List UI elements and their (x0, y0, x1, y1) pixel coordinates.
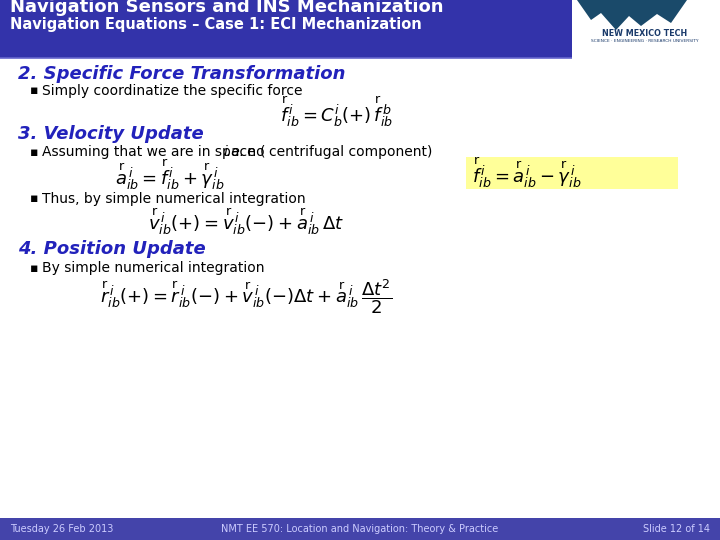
Text: ▪: ▪ (30, 145, 38, 159)
Text: Slide 12 of 14: Slide 12 of 14 (643, 524, 710, 534)
Text: Navigation Sensors and INS Mechanization: Navigation Sensors and INS Mechanization (10, 0, 444, 16)
Text: $\overset{\mathsf{r}}{v}^{\,i}_{ib}(+) = \overset{\mathsf{r}}{v}^{\,i}_{ib}(-) +: $\overset{\mathsf{r}}{v}^{\,i}_{ib}(+) =… (148, 207, 344, 237)
Text: $\overset{\mathsf{r}}{f}^{\,i}_{ib} = \overset{\mathsf{r}}{a}^{\,i}_{ib} - \over: $\overset{\mathsf{r}}{f}^{\,i}_{ib} = \o… (472, 156, 582, 190)
Text: Assuming that we are in space (: Assuming that we are in space ( (42, 145, 266, 159)
Text: 2. Specific Force Transformation: 2. Specific Force Transformation (18, 65, 346, 83)
Text: ▪: ▪ (30, 261, 38, 274)
FancyBboxPatch shape (572, 0, 720, 58)
Polygon shape (577, 0, 687, 30)
Text: Navigation Equations – Case 1: ECI Mechanization: Navigation Equations – Case 1: ECI Mecha… (10, 17, 422, 31)
Text: $\overset{\mathsf{r}}{r}^{\,i}_{ib}(+) = \overset{\mathsf{r}}{r}^{\,i}_{ib}(-) +: $\overset{\mathsf{r}}{r}^{\,i}_{ib}(+) =… (100, 278, 392, 316)
Text: $\overset{\mathsf{r}}{a}^{\,i}_{ib} = \overset{\mathsf{r}}{f}^{\,i}_{ib} + \over: $\overset{\mathsf{r}}{a}^{\,i}_{ib} = \o… (115, 158, 225, 192)
Text: i.e.: i.e. (223, 145, 245, 159)
FancyBboxPatch shape (0, 518, 720, 540)
Text: ▪: ▪ (30, 84, 38, 98)
Text: $\overset{\mathsf{r}}{f}^{\,i}_{ib} = C^{i}_{b}(+)\, \overset{\mathsf{r}}{f}^{\,: $\overset{\mathsf{r}}{f}^{\,i}_{ib} = C^… (280, 95, 393, 129)
Text: SCIENCE · ENGINEERING · RESEARCH UNIVERSITY: SCIENCE · ENGINEERING · RESEARCH UNIVERS… (591, 39, 698, 43)
Text: By simple numerical integration: By simple numerical integration (42, 261, 264, 275)
FancyBboxPatch shape (0, 0, 720, 58)
Text: 4. Position Update: 4. Position Update (18, 240, 206, 258)
Text: no centrifugal component): no centrifugal component) (243, 145, 433, 159)
Text: Thus, by simple numerical integration: Thus, by simple numerical integration (42, 192, 305, 206)
Text: NEW MEXICO TECH: NEW MEXICO TECH (603, 29, 688, 37)
Text: NMT EE 570: Location and Navigation: Theory & Practice: NMT EE 570: Location and Navigation: The… (221, 524, 499, 534)
FancyBboxPatch shape (466, 157, 678, 189)
Text: ▪: ▪ (30, 192, 38, 206)
Text: Tuesday 26 Feb 2013: Tuesday 26 Feb 2013 (10, 524, 113, 534)
Text: 3. Velocity Update: 3. Velocity Update (18, 125, 204, 143)
Text: Simply coordinatize the specific force: Simply coordinatize the specific force (42, 84, 302, 98)
